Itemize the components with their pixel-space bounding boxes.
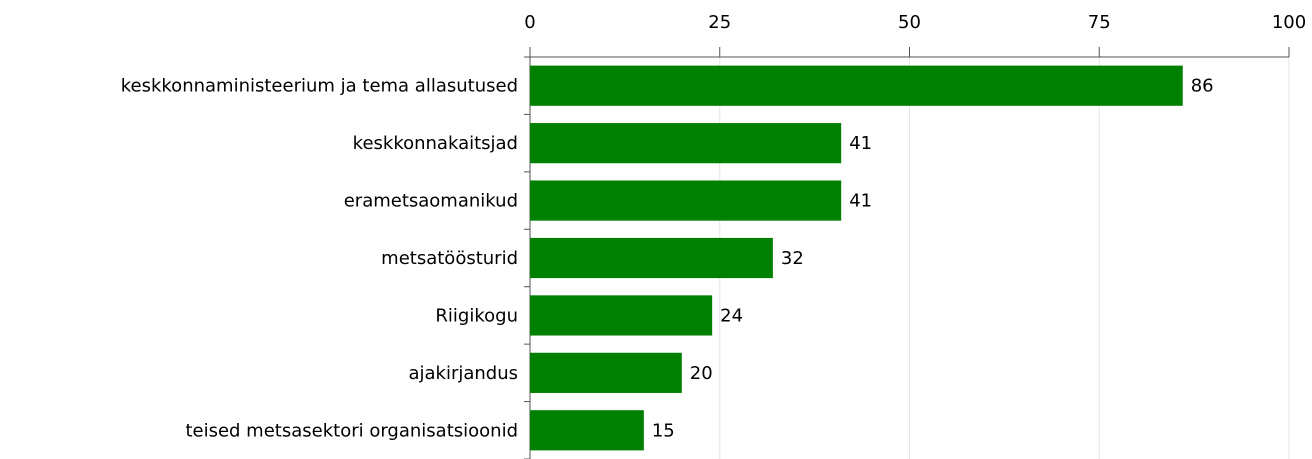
bar xyxy=(530,65,1183,106)
bar xyxy=(530,295,713,336)
x-tick-label: 75 xyxy=(1088,12,1111,33)
value-label: 32 xyxy=(781,248,804,269)
x-tick-label: 25 xyxy=(708,12,731,33)
y-tick-label: teised metsasektori organisatsioonid xyxy=(185,420,518,441)
x-tick-label: 50 xyxy=(898,12,921,33)
bar xyxy=(530,123,842,164)
y-tick-label: Riigikogu xyxy=(435,305,518,326)
y-tick-label: erametsaomanikud xyxy=(344,191,518,212)
bar xyxy=(530,410,644,451)
value-label: 41 xyxy=(849,133,872,154)
value-label: 24 xyxy=(720,305,743,326)
bar xyxy=(530,180,842,221)
bar xyxy=(530,352,682,393)
y-tick-label: keskkonnaministeerium ja tema allasutuse… xyxy=(121,76,518,97)
x-tick-label: 0 xyxy=(524,12,535,33)
bar xyxy=(530,237,773,279)
y-tick-label: metsatöösturid xyxy=(381,248,518,269)
y-tick-label: ajakirjandus xyxy=(408,363,518,384)
value-label: 86 xyxy=(1191,76,1214,97)
value-label: 15 xyxy=(652,420,675,441)
value-label: 41 xyxy=(849,191,872,212)
x-tick-label: 100 xyxy=(1272,12,1306,33)
value-label: 20 xyxy=(690,363,713,384)
y-tick-label: keskkonnakaitsjad xyxy=(353,133,518,154)
